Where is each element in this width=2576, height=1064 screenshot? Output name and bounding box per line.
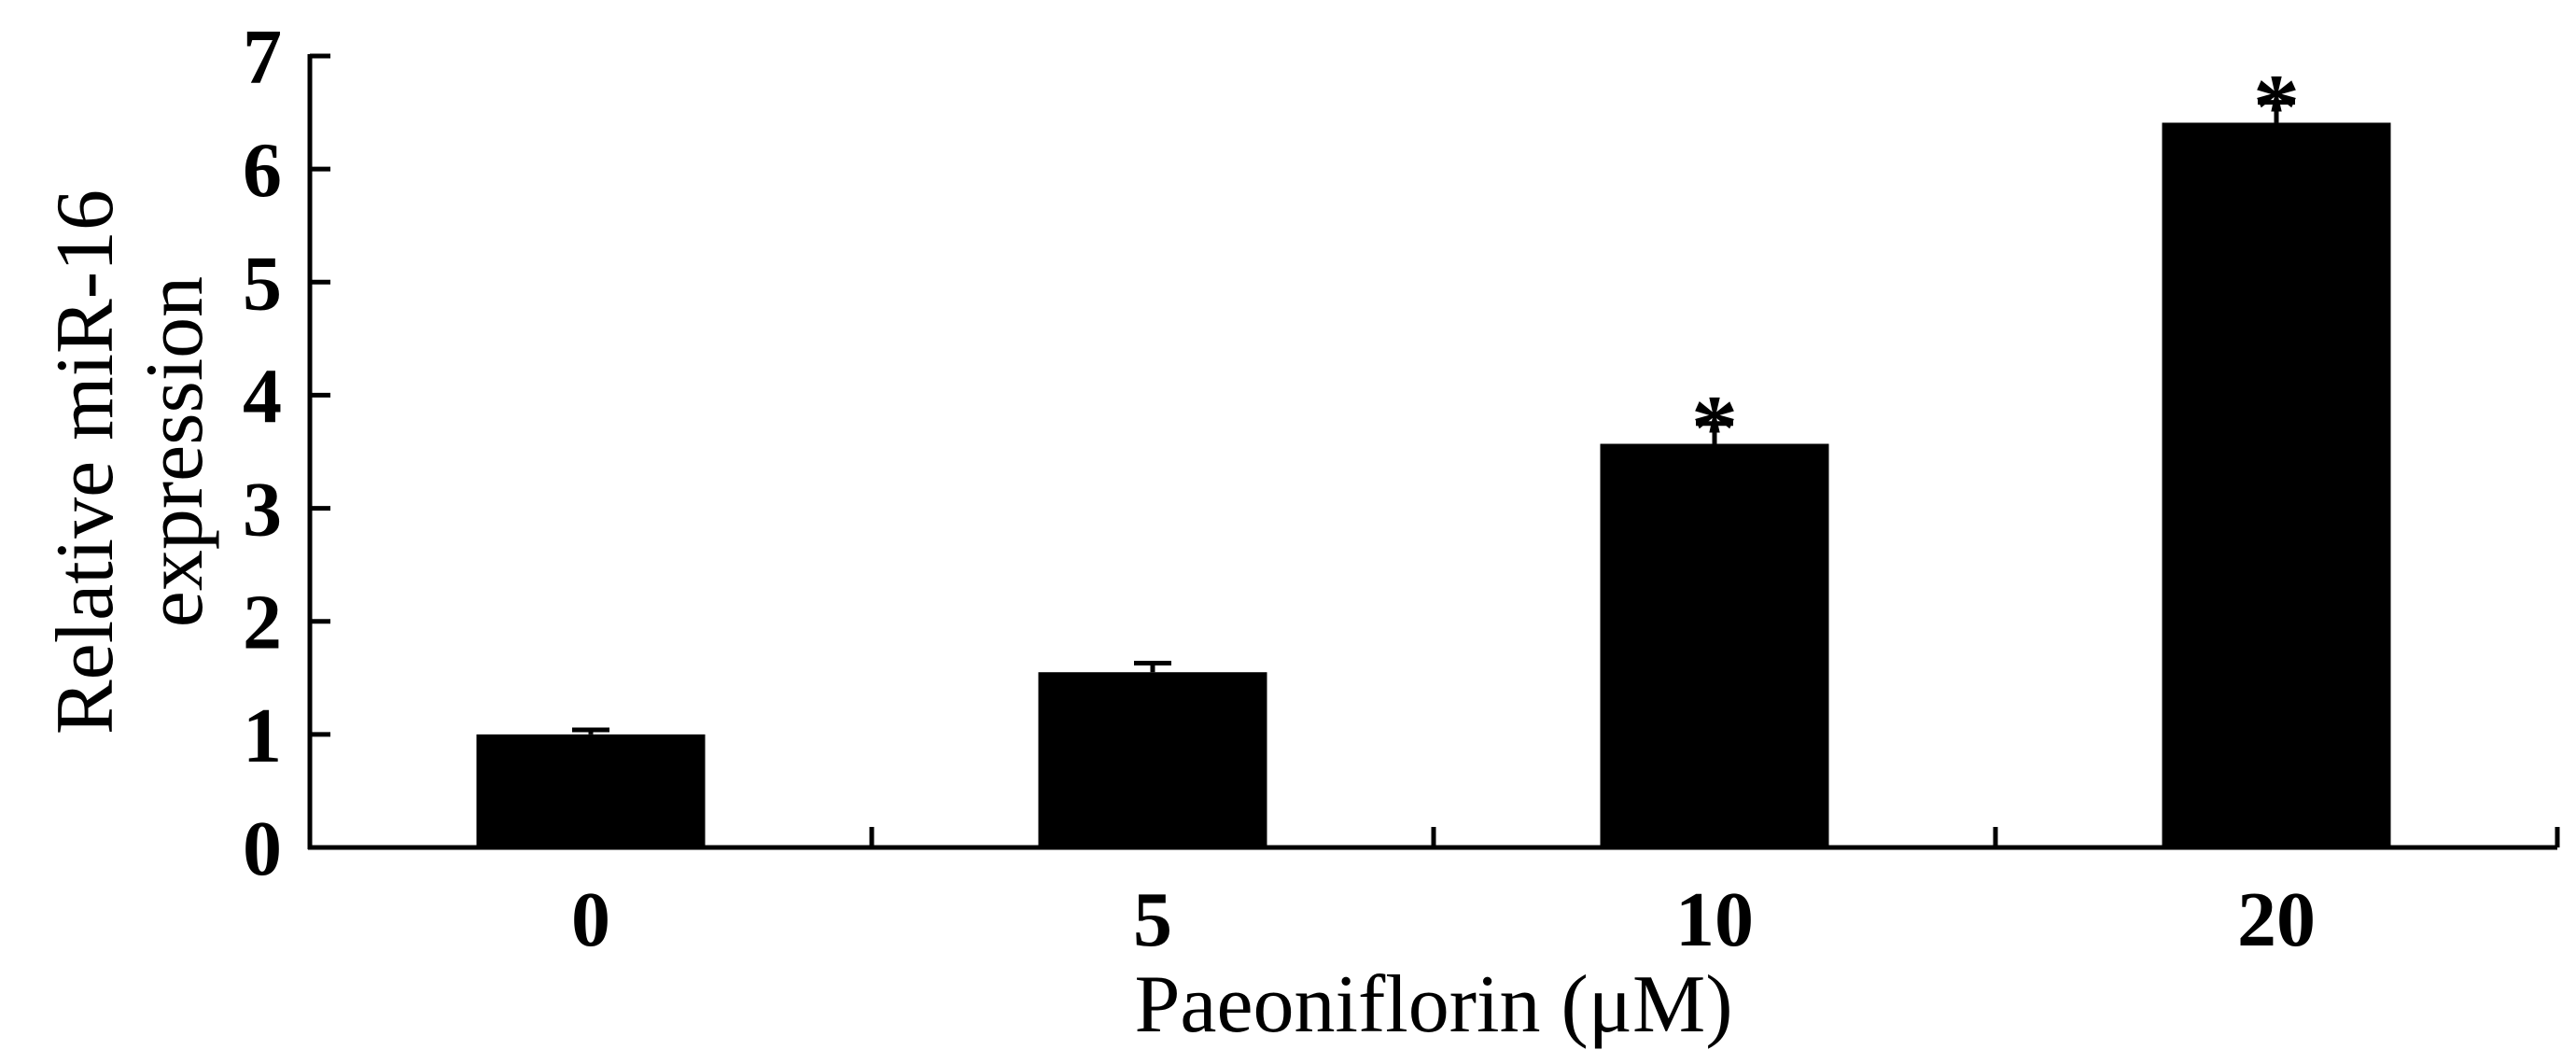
x-tick-label: 0	[571, 876, 610, 963]
y-tick-label: 4	[243, 353, 282, 440]
y-axis-title: Relative miR-16 expression	[40, 169, 220, 735]
x-tick-label: 10	[1675, 876, 1754, 963]
x-tick-label: 5	[1133, 876, 1172, 963]
x-axis-ticks: 0 5 10 20	[571, 827, 2560, 963]
y-tick-label: 7	[243, 14, 282, 101]
bar	[476, 734, 706, 847]
bar	[1038, 672, 1267, 847]
plot-area: **	[476, 55, 2391, 847]
y-tick-label: 0	[243, 805, 282, 892]
y-tick-label: 1	[243, 693, 282, 779]
y-axis-ticks: 0 1 2 3 4 5 6 7	[243, 14, 330, 892]
y-tick-label: 3	[243, 467, 282, 553]
y-axis-title-line-2: expression	[130, 276, 220, 627]
y-tick-label: 2	[243, 580, 282, 666]
x-axis-title: Paeoniflorin (μM)	[1134, 959, 1732, 1050]
significance-marker: *	[2253, 55, 2300, 159]
significance-marker: *	[1691, 376, 1738, 480]
y-axis-title-line-1: Relative miR-16	[40, 189, 131, 735]
y-tick-label: 5	[243, 240, 282, 327]
bar	[2162, 122, 2391, 847]
y-tick-label: 6	[243, 127, 282, 214]
bar	[1600, 443, 1829, 847]
x-tick-label: 20	[2237, 876, 2316, 963]
